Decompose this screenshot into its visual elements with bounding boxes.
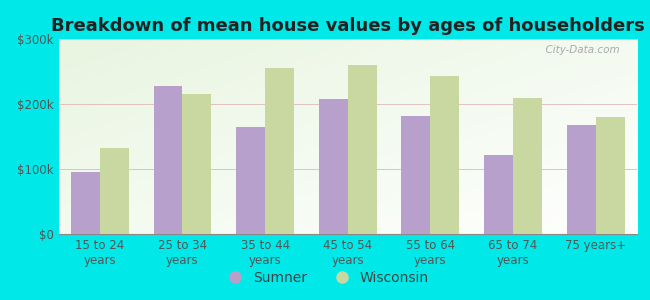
Bar — [595, 117, 625, 234]
Bar — [567, 125, 595, 234]
Legend: Sumner, Wisconsin: Sumner, Wisconsin — [216, 265, 434, 290]
Bar — [513, 98, 542, 234]
Bar — [71, 172, 100, 234]
Title: Breakdown of mean house values by ages of householders: Breakdown of mean house values by ages o… — [51, 17, 645, 35]
Text: City-Data.com: City-Data.com — [539, 45, 619, 55]
Bar — [348, 65, 377, 234]
Bar — [318, 100, 348, 234]
Bar — [183, 94, 211, 234]
Bar — [402, 116, 430, 234]
Bar — [236, 127, 265, 234]
Bar — [430, 76, 460, 234]
Bar — [153, 86, 183, 234]
Bar — [265, 68, 294, 234]
Bar — [100, 148, 129, 234]
Bar — [484, 155, 513, 234]
